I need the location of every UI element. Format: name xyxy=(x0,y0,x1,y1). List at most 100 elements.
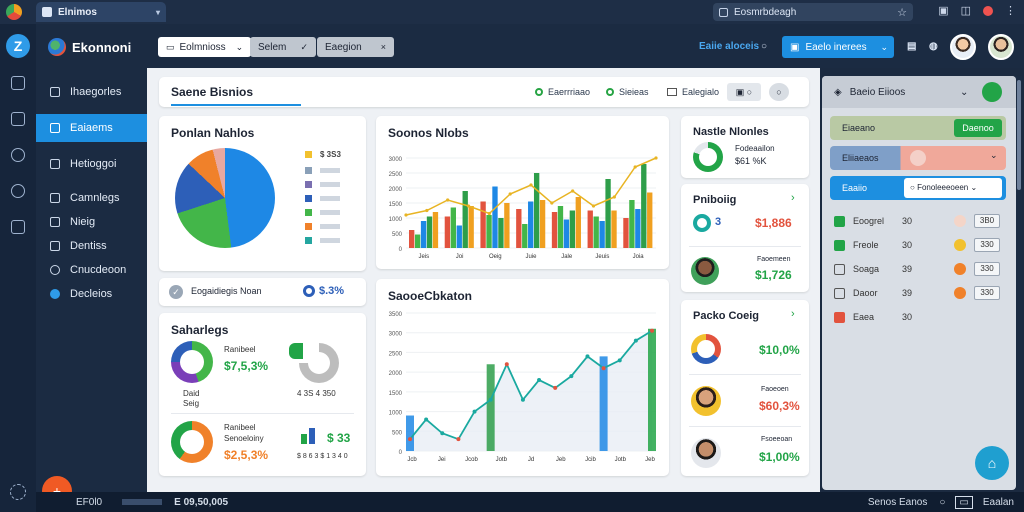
screen-icon[interactable]: ▭ xyxy=(955,495,973,509)
info-icon[interactable]: ○ xyxy=(761,41,768,52)
statusbar-right: Senos Eanos xyxy=(867,496,928,508)
trend-point xyxy=(425,208,429,213)
series-point xyxy=(537,378,542,383)
filter-pill-2[interactable]: Sieieas xyxy=(606,87,649,97)
list-item-label: Eaea xyxy=(853,312,875,322)
filter-pill-1[interactable]: Eaerrriaao xyxy=(535,87,590,97)
bar xyxy=(605,179,611,248)
bar xyxy=(409,230,415,248)
series-point xyxy=(650,328,654,333)
inbox-icon[interactable] xyxy=(11,112,25,126)
url-bar[interactable]: Eosmrbdeagh ☆ xyxy=(713,3,913,21)
bar xyxy=(480,201,486,248)
second-avatar[interactable] xyxy=(988,34,1014,60)
app-logo-icon[interactable]: Z xyxy=(6,34,30,58)
bar xyxy=(456,225,462,248)
sidebar-item-6[interactable]: Dentiss xyxy=(36,232,147,260)
info-icon[interactable]: ○ xyxy=(939,496,946,508)
sidebar-item-1[interactable]: Ihaegorles xyxy=(36,78,147,106)
export-button[interactable]: ▣ ○ xyxy=(727,83,761,101)
list-item-button[interactable]: 330 xyxy=(974,262,1000,276)
browser-tab[interactable]: Elnimos ▾ xyxy=(36,2,166,22)
person-avatar xyxy=(691,438,721,468)
toolbar-select-2[interactable]: Selem ✓ xyxy=(250,37,316,57)
panel-list-item[interactable]: Freole 30 330 xyxy=(834,236,1002,254)
toolbar-select-1[interactable]: ▭ Eolmnioss ⌄ xyxy=(158,37,252,57)
primary-action-button[interactable]: ▣ Eaelo inerees ⌄ xyxy=(782,36,894,58)
list-item-num: 30 xyxy=(902,216,913,226)
downloads-icon[interactable]: ◫ xyxy=(960,5,971,17)
trend-point xyxy=(612,195,616,199)
star-icon[interactable]: ☆ xyxy=(897,6,907,19)
bar xyxy=(539,200,546,248)
pie-legend-item: $ 3S3 xyxy=(305,150,341,159)
list-item-button[interactable]: 330 xyxy=(974,286,1000,300)
help-icon[interactable]: ◍ xyxy=(929,41,938,52)
toolbar-select-2-label: Selem xyxy=(258,41,287,53)
status-avatar[interactable] xyxy=(982,82,1002,102)
extension-icon[interactable]: ▣ xyxy=(938,5,949,17)
home-icon[interactable] xyxy=(11,76,25,90)
filter-pill-3[interactable]: Ealegialo xyxy=(667,87,719,97)
stat-card-2-sub-2: Faoemeen xyxy=(757,256,791,263)
list-item-button[interactable]: 3B0 xyxy=(974,214,1000,228)
chat-icon[interactable] xyxy=(11,148,25,162)
panel-list-item[interactable]: Daoor 39 330 xyxy=(834,284,1002,302)
brand[interactable]: Ekonnoni xyxy=(48,38,131,56)
donut-chart-2 xyxy=(171,421,213,463)
y-tick-label: 500 xyxy=(392,430,403,436)
status-strip: ✓ Eogaidiegis Noan $.3% xyxy=(159,278,366,306)
tab-caret-icon[interactable]: ▾ xyxy=(155,7,160,17)
panel-row-1-button[interactable]: Daenoo xyxy=(954,119,1002,137)
list-item-button[interactable]: 330 xyxy=(974,238,1000,252)
settings-icon[interactable] xyxy=(10,484,26,500)
search-icon[interactable]: ○ xyxy=(769,83,789,101)
reports-icon[interactable] xyxy=(11,220,25,234)
bar xyxy=(629,200,635,248)
chevron-right-icon[interactable]: › xyxy=(791,192,795,204)
sidebar-item-3[interactable]: Hetioggoi xyxy=(36,150,147,178)
trend-point xyxy=(466,204,471,208)
checkbox-flag-icon[interactable] xyxy=(834,311,845,323)
series-point xyxy=(520,397,525,402)
scrollbar-thumb[interactable] xyxy=(1017,80,1021,190)
stat-card-1: Nastle Nlonles Fodeaailon $61 %K xyxy=(681,116,809,178)
checkbox-checked-icon[interactable] xyxy=(834,239,845,251)
checkbox-checked-icon[interactable] xyxy=(834,215,845,227)
chevron-right-icon[interactable]: › xyxy=(791,308,795,320)
x-tick-label: Jeb xyxy=(645,457,655,463)
panel-row-2[interactable]: Eliiaeaos ⌄ xyxy=(830,146,1006,170)
toolbar-select-3[interactable]: Eaegion × xyxy=(317,37,394,57)
sidebar-item-4[interactable]: Camnlegs xyxy=(36,184,147,212)
gauge-caption: 4 3S 4 350 xyxy=(297,389,336,398)
record-icon[interactable] xyxy=(983,6,993,16)
bar xyxy=(587,210,593,248)
vertical-scrollbar[interactable] xyxy=(1016,76,1022,490)
right-panel-header[interactable]: ◈ Baeio Eiioos ⌄ xyxy=(822,76,1016,108)
panel-row-3[interactable]: Eaaiio ○ Fonoleeeoeen ⌄ xyxy=(830,176,1006,200)
sidebar-item-5[interactable]: Nieig xyxy=(36,208,147,236)
menu-dots-icon[interactable]: ⋮ xyxy=(1005,5,1016,17)
pie-chart xyxy=(175,148,275,248)
assistant-fab-button[interactable]: ⌂ xyxy=(975,446,1009,480)
y-tick-label: 3500 xyxy=(389,312,403,318)
compass-icon[interactable] xyxy=(11,184,25,198)
user-avatar[interactable] xyxy=(950,34,976,60)
panel-list-item[interactable]: Soaga 39 330 xyxy=(834,260,1002,278)
sidebar-item-7[interactable]: Cnucdeoon xyxy=(36,256,147,284)
panel-list-item[interactable]: Eaea 30 xyxy=(834,308,1002,326)
bar xyxy=(641,164,647,248)
sidebar-item-label: Camnlegs xyxy=(70,192,120,204)
checkbox-icon[interactable] xyxy=(834,263,845,275)
sidebar-item-8[interactable]: Decleios xyxy=(36,280,147,308)
panel-list-item[interactable]: Eoogrel 30 3B0 xyxy=(834,212,1002,230)
checkbox-icon[interactable] xyxy=(834,287,845,299)
sidebar-item-2[interactable]: Eaiaems xyxy=(36,114,147,142)
coin-icon xyxy=(954,239,966,251)
layout-icon[interactable]: ▤ xyxy=(907,41,917,52)
legend-label xyxy=(320,196,340,201)
panel-select[interactable]: ○ Fonoleeeoeen ⌄ xyxy=(904,178,1002,198)
bar xyxy=(575,197,581,248)
box-icon xyxy=(50,241,60,251)
toolbar-link[interactable]: Eaiie aloceis xyxy=(699,41,760,52)
